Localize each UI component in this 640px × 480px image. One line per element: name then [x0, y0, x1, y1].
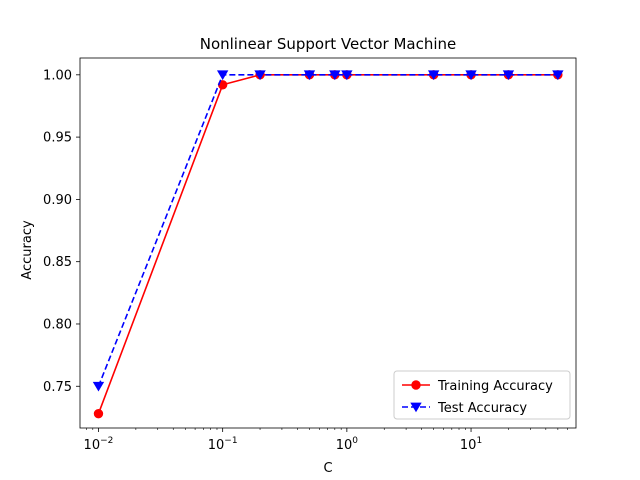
legend-box — [393, 370, 571, 420]
y-axis-label: Accuracy — [20, 220, 35, 280]
y-tick-label: 0.90 — [43, 193, 72, 208]
x-tick-label: 10−1 — [208, 436, 238, 453]
test-legend-label: Test Accuracy — [437, 401, 527, 416]
x-axis-label: C — [323, 461, 332, 476]
test-accuracy-point — [329, 70, 341, 81]
test-accuracy-point — [254, 70, 266, 81]
test-accuracy-point — [465, 70, 477, 81]
legend: Training Accuracy Test Accuracy — [393, 370, 571, 420]
axes-frame — [79, 57, 577, 429]
plot-area: 10−2 10−1 100 101 0.75 0.80 0.85 0.90 0.95 1.00 — [43, 57, 577, 453]
test-accuracy-point — [502, 70, 515, 81]
test-accuracy-point — [427, 70, 440, 81]
y-tick-label: 0.85 — [43, 255, 72, 270]
test-legend-marker — [410, 402, 422, 413]
x-tick-label: 100 — [336, 436, 359, 453]
x-tick-label: 101 — [460, 436, 482, 453]
test-accuracy-point — [216, 70, 229, 81]
test-accuracy-line — [97, 74, 558, 387]
test-accuracy-point — [341, 70, 353, 81]
y-tick-label: 0.95 — [43, 131, 72, 146]
chart-title: Nonlinear Support Vector Machine — [200, 35, 457, 53]
training-legend-label: Training Accuracy — [437, 379, 553, 394]
x-tick-label: 10−2 — [84, 436, 114, 453]
y-tick-label: 1.00 — [43, 68, 72, 83]
y-tick-label: 0.75 — [43, 380, 72, 395]
training-legend-marker — [411, 380, 421, 390]
test-accuracy-point — [303, 70, 316, 81]
y-tick-label: 0.80 — [43, 317, 72, 332]
training-accuracy-point — [93, 408, 104, 419]
test-accuracy-point — [552, 70, 564, 81]
test-accuracy-point — [92, 381, 105, 392]
